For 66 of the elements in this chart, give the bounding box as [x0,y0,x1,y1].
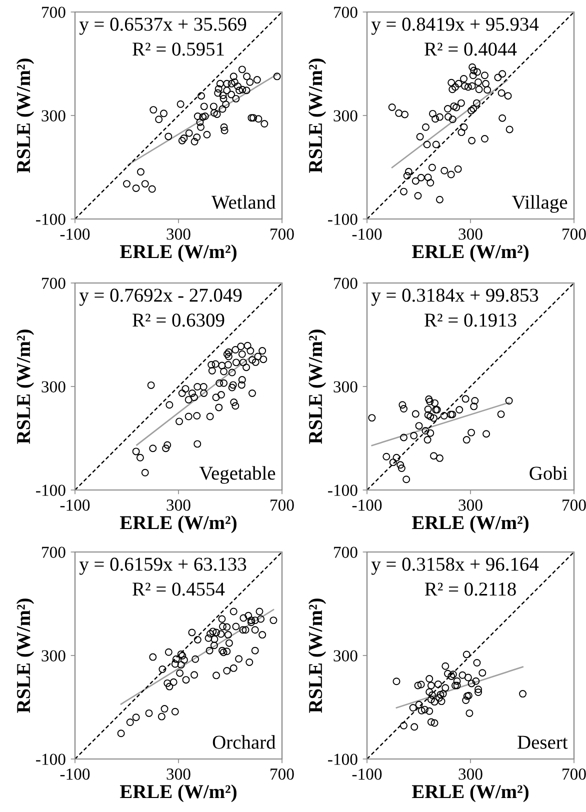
x-tick-label: 300 [458,768,482,780]
annotation: R² = 0.2118 [424,582,516,596]
y-tick-label: -100 [328,214,358,225]
y-axis-title: RSLE (W/m²) [16,58,34,173]
y-tick-label: -100 [328,484,358,496]
annotation: R² = 0.4044 [424,42,517,56]
y-tick-label: 300 [42,381,66,392]
y-tick-label: 700 [42,546,66,558]
x-tick-label: -100 [60,768,90,780]
y-tick-label: -100 [36,754,66,765]
x-tick-label: 300 [458,228,482,240]
x-tick-label: 700 [270,768,294,780]
y-tick-label: -100 [328,754,358,765]
y-axis-title: RSLE (W/m²) [308,330,326,444]
y-tick-label: 700 [334,6,358,18]
y-tick-label: -100 [36,214,66,225]
x-tick-label: 700 [562,500,586,511]
annotation: y = 0.3184x + 99.853 [371,288,538,306]
annotation: R² = 0.1913 [424,314,516,327]
x-tick-label: -100 [60,228,90,240]
x-axis-title: ERLE (W/m²) [120,784,236,802]
x-axis-title: ERLE (W/m²) [120,516,236,534]
x-tick-label: -100 [352,768,382,780]
y-axis-title: RSLE (W/m²) [308,598,326,713]
x-axis-title: ERLE (W/m²) [120,244,236,262]
x-tick-label: 700 [562,228,586,240]
annotation: y = 0.7692x - 27.049 [79,288,242,306]
y-tick-label: 300 [334,650,358,662]
x-axis-title: ERLE (W/m²) [412,244,528,262]
x-tick-label: 300 [166,768,190,780]
annotation: Wetland [212,195,276,209]
y-tick-label: 700 [42,278,66,289]
x-tick-label: -100 [60,500,90,511]
y-axis-title: RSLE (W/m²) [16,330,34,444]
annotation: R² = 0.5951 [132,42,224,56]
annotation: y = 0.8419x + 95.934 [371,18,539,35]
annotation: Village [512,195,568,213]
y-tick-label: -100 [36,484,66,496]
y-tick-label: 700 [334,546,358,558]
annotation: R² = 0.6309 [132,314,224,327]
y-axis-title: RSLE (W/m²) [16,598,34,713]
y-tick-label: 700 [334,278,358,289]
annotation: Orchard [212,735,276,749]
y-tick-label: 300 [42,650,66,662]
x-tick-label: 300 [166,500,190,511]
y-axis-title: RSLE (W/m²) [308,58,326,173]
annotation: y = 0.3158x + 96.164 [371,558,539,575]
x-tick-label: -100 [352,228,382,240]
annotation: y = 0.6159x + 63.133 [79,558,246,575]
x-axis-title: ERLE (W/m²) [412,784,528,802]
x-tick-label: -100 [352,500,382,511]
x-axis-title: ERLE (W/m²) [412,516,528,534]
x-tick-label: 700 [270,500,294,511]
x-tick-label: 300 [166,228,190,240]
x-tick-label: 700 [270,228,294,240]
x-tick-label: 300 [458,500,482,511]
x-tick-label: 700 [562,768,586,780]
annotation: y = 0.6537x + 35.569 [79,18,246,35]
annotation: Vegetable [199,466,276,484]
y-tick-label: 300 [334,381,358,392]
y-tick-label: 300 [42,110,66,122]
y-tick-label: 700 [42,6,66,18]
annotation: Desert [518,736,568,749]
y-tick-label: 300 [334,110,358,122]
annotation: Gobi [530,466,568,480]
annotation: R² = 0.4554 [132,582,225,596]
